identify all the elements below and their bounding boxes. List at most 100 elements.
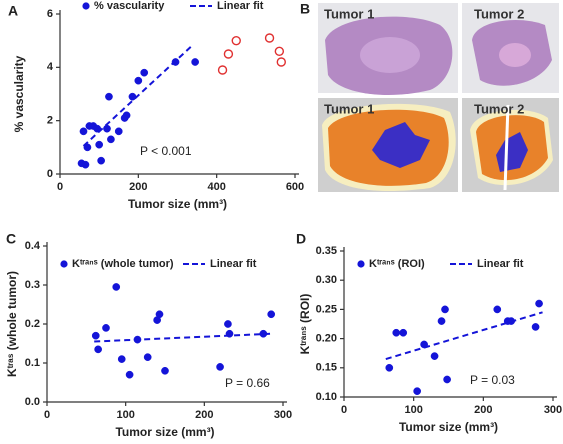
tissue bbox=[499, 43, 531, 67]
image-label: Tumor 2 bbox=[474, 101, 524, 116]
y-tick-label: 0.0 bbox=[25, 396, 40, 408]
panel-label: B bbox=[300, 1, 310, 17]
point bbox=[443, 375, 451, 384]
point bbox=[112, 283, 121, 291]
point bbox=[535, 299, 543, 308]
legend-swatch bbox=[357, 260, 365, 268]
y-tick-label: 0.4 bbox=[25, 240, 41, 252]
y-tick-label: 0 bbox=[47, 168, 53, 180]
point bbox=[97, 156, 105, 165]
y-axis-title: Kᵗʳᵃⁿˢ (ROI) bbox=[298, 294, 312, 355]
point bbox=[441, 305, 449, 314]
point bbox=[140, 68, 149, 77]
panel-b: B Tumor 1 Tumor 2 Tumor 1 Tumor 2 bbox=[300, 1, 559, 192]
x-tick-label: 200 bbox=[129, 181, 147, 193]
fit-line bbox=[82, 43, 194, 147]
point bbox=[191, 58, 199, 66]
point bbox=[107, 135, 115, 144]
point bbox=[128, 92, 137, 101]
x-tick-label: 100 bbox=[404, 404, 422, 416]
point bbox=[134, 76, 143, 85]
x-tick-label: 400 bbox=[207, 181, 225, 193]
y-tick-label: 0.10 bbox=[316, 391, 337, 403]
panel-label: C bbox=[6, 231, 16, 247]
point bbox=[143, 353, 152, 361]
x-tick-label: 0 bbox=[341, 404, 347, 416]
point bbox=[385, 363, 394, 372]
point bbox=[531, 323, 540, 331]
annotation: P = 0.03 bbox=[470, 373, 515, 387]
point bbox=[94, 345, 102, 354]
point bbox=[437, 317, 446, 325]
x-axis-title: Tumor size (mm³) bbox=[128, 197, 227, 211]
y-tick-label: 0.30 bbox=[316, 274, 337, 286]
y-tick-label: 0.25 bbox=[316, 303, 337, 315]
point bbox=[223, 49, 234, 59]
y-tick-label: 0.15 bbox=[316, 362, 337, 374]
point bbox=[413, 387, 421, 396]
point bbox=[79, 127, 88, 136]
point bbox=[125, 370, 134, 379]
point bbox=[95, 140, 104, 149]
y-tick-label: 0.35 bbox=[316, 245, 337, 257]
legend-label: Linear fit bbox=[210, 258, 257, 270]
point bbox=[161, 366, 169, 375]
annotation: P = 0.66 bbox=[225, 376, 270, 390]
point bbox=[276, 57, 286, 67]
point bbox=[122, 111, 131, 120]
point bbox=[267, 310, 276, 319]
legend-label: Kᵗʳᵃⁿˢ (ROI) bbox=[369, 258, 425, 270]
y-tick-label: 6 bbox=[47, 8, 53, 20]
point bbox=[392, 328, 401, 337]
legend-label: Linear fit bbox=[477, 258, 524, 270]
panel-label: A bbox=[8, 3, 18, 19]
x-tick-label: 300 bbox=[544, 404, 562, 416]
y-axis-title: % vascularity bbox=[12, 55, 26, 132]
x-axis-title: Tumor size (mm³) bbox=[115, 425, 214, 439]
y-tick-label: 0.2 bbox=[25, 318, 40, 330]
x-tick-label: 0 bbox=[44, 409, 50, 421]
legend-swatch bbox=[82, 2, 90, 10]
point bbox=[105, 92, 113, 101]
image-label: Tumor 2 bbox=[474, 6, 524, 21]
image-label: Tumor 1 bbox=[324, 6, 374, 21]
point bbox=[264, 33, 275, 43]
tissue bbox=[360, 37, 420, 73]
point bbox=[274, 46, 285, 57]
point bbox=[114, 127, 123, 136]
vessels bbox=[372, 122, 430, 168]
point bbox=[103, 124, 111, 133]
legend-label: Linear fit bbox=[217, 0, 264, 12]
point bbox=[81, 160, 90, 169]
point bbox=[217, 65, 228, 75]
point bbox=[399, 328, 408, 337]
x-axis-title: Tumor size (mm³) bbox=[399, 420, 498, 434]
point bbox=[155, 310, 164, 319]
point bbox=[493, 305, 502, 314]
point bbox=[231, 35, 241, 46]
fit-line bbox=[94, 332, 272, 343]
point bbox=[91, 331, 100, 340]
point bbox=[216, 363, 224, 371]
legend-swatch bbox=[60, 260, 68, 268]
annotation: P < 0.001 bbox=[140, 144, 192, 158]
y-tick-label: 0.3 bbox=[25, 279, 40, 291]
y-tick-label: 0.1 bbox=[25, 357, 40, 369]
y-tick-label: 4 bbox=[47, 61, 54, 73]
x-tick-label: 200 bbox=[474, 404, 492, 416]
image-label: Tumor 1 bbox=[324, 101, 374, 116]
y-axis-title: Kᵗʳᵃˢ (whole tumor) bbox=[5, 271, 19, 377]
panel-label: D bbox=[296, 231, 306, 247]
image-gap bbox=[503, 104, 510, 191]
x-tick-label: 0 bbox=[57, 181, 63, 193]
vessels bbox=[496, 132, 528, 172]
x-tick-label: 200 bbox=[195, 409, 213, 421]
fit-line bbox=[385, 311, 543, 360]
x-tick-label: 600 bbox=[286, 181, 304, 193]
point bbox=[117, 355, 126, 363]
y-tick-label: 0.20 bbox=[316, 333, 337, 345]
point bbox=[430, 352, 439, 360]
point bbox=[224, 320, 232, 328]
point bbox=[102, 324, 110, 332]
